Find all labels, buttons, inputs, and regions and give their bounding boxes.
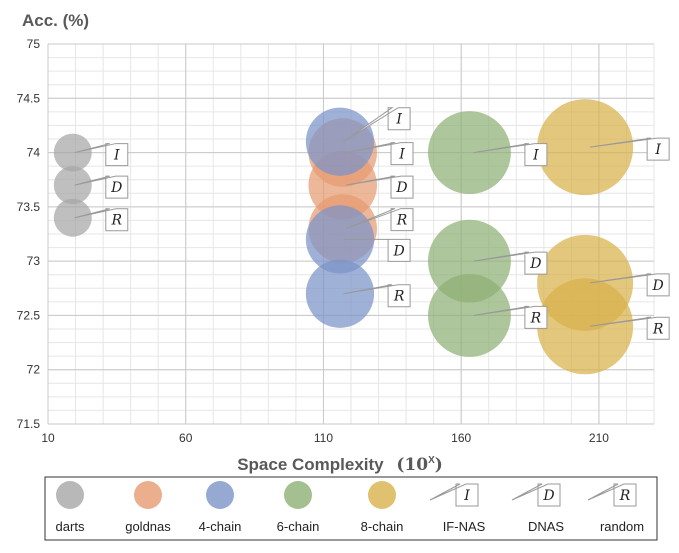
6-chain-bubble-R — [427, 273, 511, 357]
bubbles — [53, 99, 634, 375]
x-tick-label: 10 — [41, 431, 55, 445]
legend: darts goldnas 4-chain 6-chain 8-chain I IF-NAS… — [44, 476, 658, 541]
4-chain-callout-D: D — [343, 238, 411, 262]
callout-letter: R — [393, 289, 405, 305]
darts-bubble-I — [53, 133, 92, 172]
8-chain-bubble-R — [537, 278, 634, 375]
x-tick-label: 210 — [589, 431, 609, 445]
legend-callout-random: R — [587, 483, 637, 507]
tick-labels: 10 60 110 160 210 71.5 72 72.5 73 73.5 74 74.5 75 — [17, 37, 610, 445]
6-chain-callout-R: R — [473, 305, 548, 329]
callout-letter: R — [652, 321, 664, 337]
darts-bubble-R — [53, 198, 92, 237]
goldnas-callout-D: D — [346, 175, 414, 199]
y-tick-label: 72.5 — [17, 308, 41, 322]
darts-callout-R: R — [74, 208, 129, 232]
legend-label-goldnas: goldnas — [125, 519, 171, 534]
legend-label-6-chain: 6-chain — [277, 519, 320, 534]
6-chain-callout-D: D — [473, 251, 548, 275]
y-tick-label: 75 — [27, 37, 41, 51]
callout-letter: I — [532, 148, 539, 164]
8-chain-callout-D: D — [589, 273, 670, 297]
4-chain-callout-I: I — [343, 107, 411, 143]
y-tick-label: 72 — [27, 363, 41, 377]
callout-letter: I — [398, 147, 405, 163]
y-axis-title: Acc. (%) — [22, 11, 89, 30]
4-chain-bubble-R — [305, 259, 375, 328]
y-tick-label: 73 — [27, 254, 41, 268]
8-chain-bubble-I — [537, 99, 634, 196]
legend-swatch-6-chain — [284, 481, 312, 509]
legend-swatch-goldnas — [134, 481, 162, 509]
4-chain-bubble-I — [305, 107, 375, 176]
legend-label-8-chain: 8-chain — [361, 519, 404, 534]
legend-label-IF-NAS: IF-NAS — [443, 519, 486, 534]
x-tick-label: 60 — [179, 431, 193, 445]
callout-letter: D — [542, 488, 554, 504]
x-tick-label: 160 — [451, 431, 471, 445]
legend-label-random: random — [600, 519, 644, 534]
8-chain-callout-I: I — [589, 137, 670, 161]
legend-label-DNAS: DNAS — [528, 519, 564, 534]
callout-letter: D — [529, 256, 541, 272]
callout-letter: R — [619, 488, 631, 504]
callout-letter: I — [654, 142, 661, 158]
callout-letter: D — [395, 180, 407, 196]
y-tick-label: 71.5 — [17, 417, 41, 431]
legend-label-4-chain: 4-chain — [199, 519, 242, 534]
callout-letter: D — [110, 180, 122, 196]
legend-swatch-8-chain — [368, 481, 396, 509]
4-chain-bubble-D — [305, 205, 375, 274]
x-axis-title: Space Complexity (10X) — [237, 455, 443, 475]
callout-letter: D — [392, 243, 404, 259]
legend-label-darts: darts — [56, 519, 85, 534]
legend-swatch-4-chain — [206, 481, 234, 509]
x-tick-label: 110 — [314, 431, 333, 445]
4-chain-callout-R: R — [343, 284, 411, 308]
legend-callout-DNAS: D — [511, 483, 561, 507]
y-tick-label: 74.5 — [17, 91, 41, 105]
goldnas-callout-R: R — [345, 208, 414, 232]
y-tick-label: 74 — [27, 146, 41, 160]
callout-letter: R — [396, 213, 408, 229]
darts-bubble-D — [53, 166, 92, 205]
callout-letter: I — [395, 112, 402, 128]
legend-callout-IF-NAS: I — [429, 483, 479, 507]
darts-callout-D: D — [74, 175, 129, 199]
goldnas-callout-I: I — [346, 142, 414, 166]
y-tick-label: 73.5 — [17, 200, 41, 214]
8-chain-callout-R: R — [589, 316, 670, 340]
callout-letter: R — [111, 213, 123, 229]
callout-letter: R — [530, 310, 542, 326]
6-chain-bubble-I — [427, 111, 511, 195]
callout-letter: I — [463, 488, 470, 504]
callout-letter: D — [652, 278, 664, 294]
legend-swatch-darts — [56, 481, 84, 509]
6-chain-callout-I: I — [473, 143, 548, 167]
darts-callout-I: I — [74, 143, 129, 167]
callout-letter: I — [113, 148, 120, 164]
